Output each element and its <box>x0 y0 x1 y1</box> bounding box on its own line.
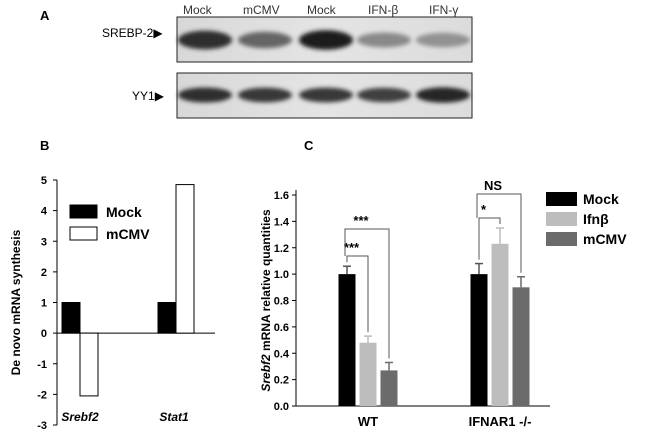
sig-bracket-ko-ifnb-label: * <box>481 202 487 217</box>
y-tick-label: -3 <box>37 420 47 432</box>
legend-label: Mock <box>583 191 619 207</box>
sig-bracket-wt-mcmv-label: *** <box>353 213 369 228</box>
legend-swatch <box>546 212 577 226</box>
legend-label: Mock <box>106 204 142 220</box>
srebp2-band <box>178 30 232 50</box>
bar-1-0 <box>359 342 377 406</box>
legend-swatch <box>69 204 98 219</box>
y-tick-label: 1 <box>41 298 47 310</box>
lane-label: Mock <box>307 3 336 17</box>
x-category-label: WT <box>358 414 378 429</box>
srebp2-band <box>299 30 353 50</box>
legend-swatch <box>546 232 577 246</box>
srebp2-band <box>238 31 292 49</box>
y-tick-label: 0.4 <box>274 348 290 360</box>
y-tick-label: 2 <box>41 267 47 279</box>
bar-1-1 <box>491 243 509 406</box>
srebp2-label: SREBP-2 <box>102 26 154 40</box>
x-category-label: Stat1 <box>159 410 189 424</box>
yy1-band <box>416 87 470 103</box>
y-tick-label: 5 <box>41 175 47 187</box>
y-tick-label: 0 <box>41 328 47 340</box>
y-tick-label: 1.2 <box>274 243 289 255</box>
bar-2-0 <box>380 370 398 406</box>
sig-bracket-ko-ifnb <box>478 217 501 260</box>
sig-bracket-wt-ifnb-label: *** <box>344 240 360 255</box>
y-tick-label: 0.8 <box>274 296 289 308</box>
y-tick-label: 1.0 <box>274 269 289 281</box>
lane-label: IFN-β <box>368 3 399 17</box>
sig-bracket-wt-mcmv <box>344 228 390 359</box>
x-category-label: IFNAR1 -/- <box>469 414 532 429</box>
srebp2-row-label: SREBP-2▶ <box>102 26 163 40</box>
yy1-label: YY1 <box>132 89 155 103</box>
legend-swatch <box>69 226 98 241</box>
panel-b-label: B <box>40 138 50 153</box>
yy1-row-label: YY1▶ <box>132 89 164 103</box>
bar-mcmv-stat1 <box>175 184 195 334</box>
bar-mcmv-srebf2 <box>79 332 99 397</box>
bar-mock-srebf2 <box>61 302 81 334</box>
lane-label: Mock <box>183 3 212 17</box>
yy1-band <box>299 87 353 103</box>
y-axis-label: Srebf2 mRNA relative quantities <box>259 209 273 392</box>
bar-2-1 <box>512 287 530 406</box>
y-axis-label: De novo mRNA synthesis <box>9 229 23 375</box>
legend-label: mCMV <box>583 231 627 247</box>
y-axis-label-rest: mRNA relative quantities <box>259 209 273 354</box>
bar-0-1 <box>470 274 488 406</box>
srebp2-band <box>416 32 470 48</box>
triangle-right-icon: ▶ <box>154 89 164 103</box>
sig-bracket-wt-ifnb <box>346 255 369 333</box>
lane-label: mCMV <box>243 3 280 17</box>
legend-label: mCMV <box>106 226 150 242</box>
y-tick-label: 0.2 <box>274 375 289 387</box>
lane-labels: Mock mCMV Mock IFN-β IFN-γ <box>183 3 483 19</box>
srebp2-band <box>357 32 411 48</box>
legend-swatch <box>546 192 577 206</box>
sig-bracket-ko-mcmv <box>476 193 522 273</box>
yy1-band <box>178 87 232 103</box>
lane-label: IFN-γ <box>429 3 459 17</box>
y-tick-label: 0.0 <box>274 401 289 413</box>
panel-a-label: A <box>40 8 50 23</box>
y-tick-label: 3 <box>41 236 47 248</box>
y-tick-label: 0.6 <box>274 322 289 334</box>
legend-label: Ifnβ <box>583 211 609 227</box>
y-tick-label: 4 <box>41 206 48 218</box>
chart-c: 0.0 0.2 0.4 0.6 0.8 1.0 1.2 1.4 1.6 WT IFNAR1 -/- S… <box>259 178 627 429</box>
y-tick-label: -1 <box>37 359 47 371</box>
y-tick-label: -2 <box>37 389 47 401</box>
triangle-right-icon: ▶ <box>153 26 163 40</box>
western-blot-panel <box>176 16 473 119</box>
bar-0-0 <box>338 274 356 406</box>
chart-b: -3 -2 -1 0 1 2 3 4 5 Srebf2 Stat1 De novo mRNA synt… <box>9 175 215 432</box>
y-tick-label: 1.4 <box>274 216 290 228</box>
panel-c-label: C <box>304 138 314 153</box>
bar-mock-stat1 <box>157 302 177 334</box>
yy1-band <box>238 87 292 103</box>
y-axis-label-italic: Srebf2 <box>259 354 273 392</box>
y-tick-label: 1.6 <box>274 190 289 202</box>
yy1-band <box>357 87 411 103</box>
x-category-label: Srebf2 <box>61 410 99 424</box>
sig-bracket-ko-mcmv-label: NS <box>484 178 502 193</box>
